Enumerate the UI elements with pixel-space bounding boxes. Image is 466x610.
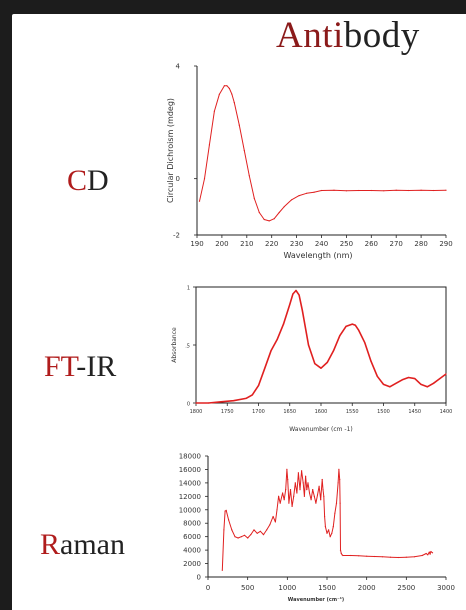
row-label-raman: Raman — [40, 528, 125, 562]
title-accent: Anti — [276, 15, 344, 56]
title-rest: body — [343, 15, 420, 56]
page-title: Antibody — [276, 14, 420, 57]
row-label-ftir-rest: -IR — [76, 350, 117, 383]
row-label-ftir-accent: FT — [44, 350, 77, 383]
row-label-cd-rest: D — [87, 164, 109, 197]
row-label-cd: CD — [67, 164, 109, 198]
content-panel — [12, 14, 466, 610]
left-frame-edge — [0, 0, 12, 610]
row-label-raman-accent: R — [40, 528, 61, 561]
row-label-ftir: FT-IR — [44, 350, 116, 384]
row-label-cd-accent: C — [67, 164, 88, 197]
row-label-raman-rest: aman — [60, 528, 125, 561]
